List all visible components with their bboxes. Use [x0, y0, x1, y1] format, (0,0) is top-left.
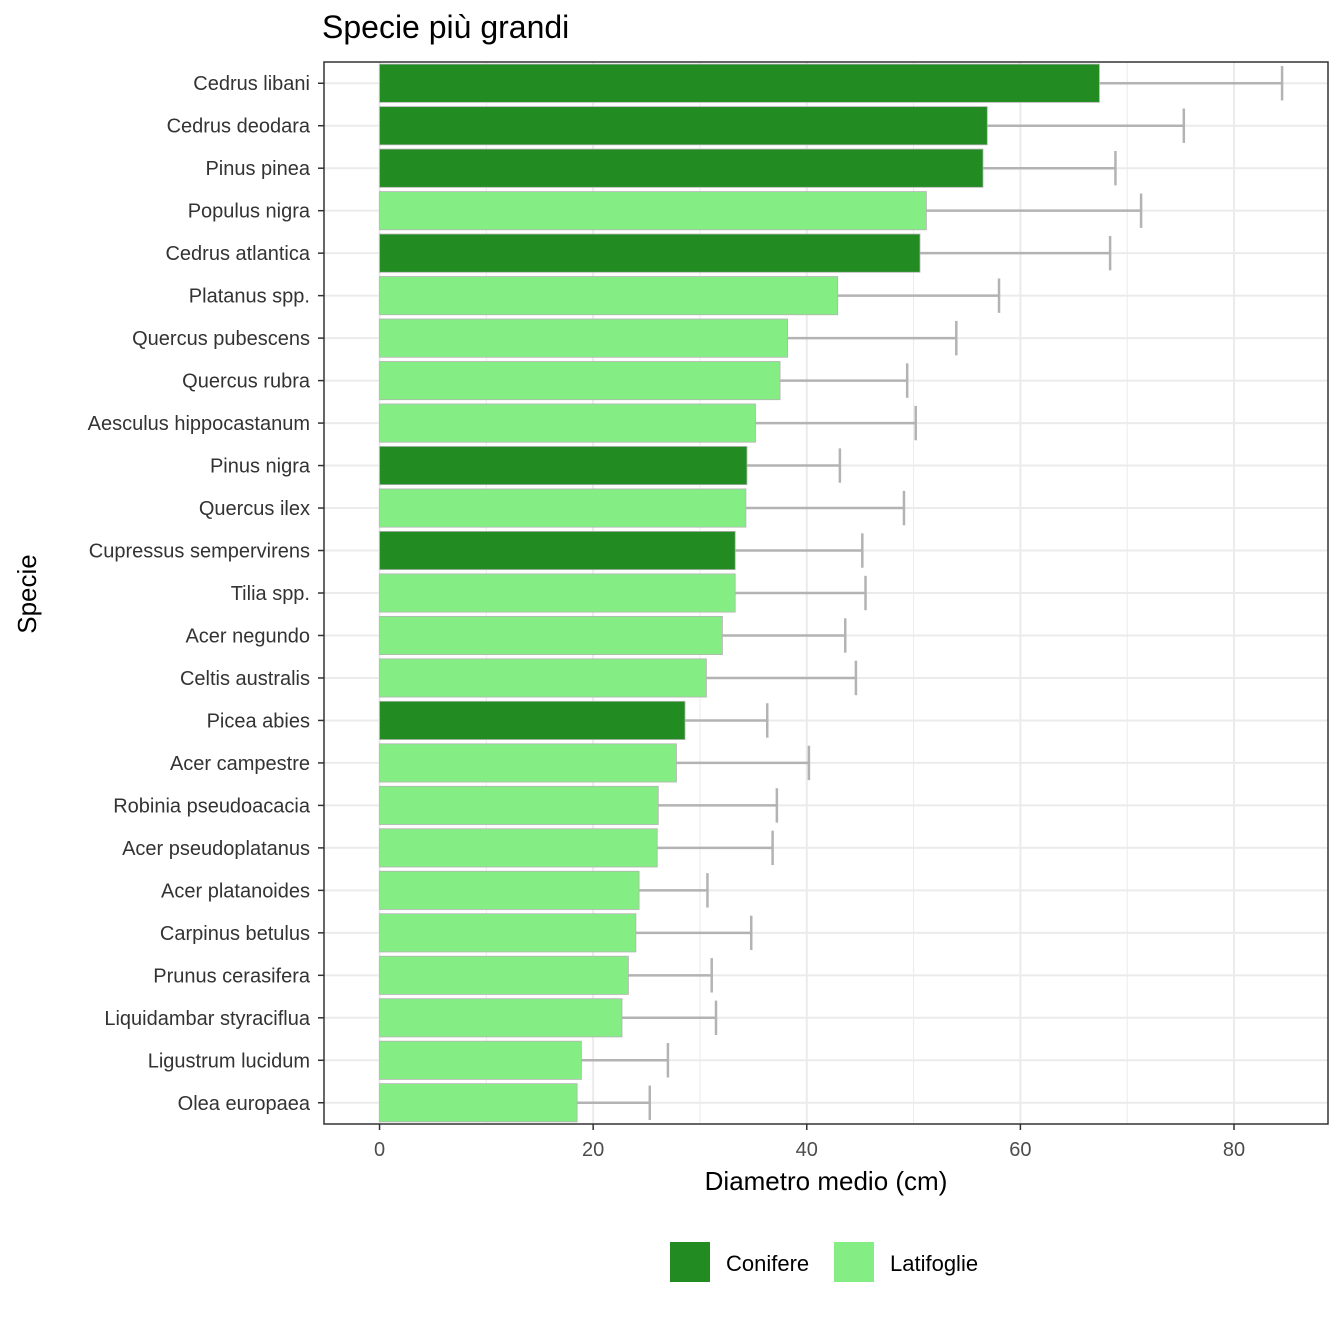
bar: [379, 403, 756, 443]
y-tick-label: Celtis australis: [180, 668, 310, 690]
y-tick-label: Prunus cerasifera: [153, 965, 311, 987]
bar: [379, 700, 686, 740]
bar: [379, 361, 781, 401]
chart-title: Specie più grandi: [322, 9, 569, 45]
bar: [379, 998, 623, 1038]
x-tick-label: 80: [1223, 1139, 1245, 1161]
bar: [379, 913, 637, 953]
y-tick-label: Cupressus sempervirens: [89, 541, 310, 563]
y-tick-label: Quercus pubescens: [132, 328, 310, 350]
y-tick-label: Liquidambar styraciflua: [104, 1008, 311, 1030]
bars: [379, 63, 1100, 1123]
legend: Conifere Latifoglie: [670, 1242, 978, 1282]
y-tick-label: Cedrus atlantica: [165, 243, 310, 265]
bar: [379, 531, 736, 571]
y-tick-label: Populus nigra: [188, 201, 311, 223]
y-axis: Cedrus libani Cedrus deodara Pinus pinea Po…: [88, 73, 324, 1115]
y-tick-label: Cedrus libani: [193, 73, 310, 95]
y-tick-label: Aesculus hippocastanum: [88, 413, 310, 435]
bar: [379, 148, 984, 188]
y-tick-label: Tilia spp.: [231, 583, 310, 605]
y-tick-label: Acer campestre: [170, 753, 310, 775]
bar: [379, 658, 707, 698]
bar: [379, 743, 677, 783]
y-tick-label: Pinus pinea: [205, 158, 310, 180]
x-axis: 0 20 40 60 80: [374, 1124, 1245, 1161]
legend-label: Latifoglie: [890, 1251, 978, 1276]
error-bars: [577, 66, 1284, 1120]
x-axis-title: Diametro medio (cm): [705, 1166, 948, 1196]
bar: [379, 488, 747, 528]
bar: [379, 870, 640, 910]
y-tick-label: Quercus ilex: [199, 498, 310, 520]
y-axis-title: Specie: [12, 554, 42, 634]
bar: [379, 1083, 578, 1123]
x-tick-label: 40: [796, 1139, 818, 1161]
legend-label: Conifere: [726, 1251, 809, 1276]
y-tick-label: Quercus rubra: [182, 371, 311, 393]
y-tick-label: Acer platanoides: [161, 880, 310, 902]
plot-area: [323, 61, 1329, 1125]
bar: [379, 955, 629, 995]
bar: [379, 318, 788, 358]
bar: [379, 276, 839, 316]
legend-swatch: [834, 1242, 874, 1282]
y-tick-label: Ligustrum lucidum: [148, 1050, 310, 1072]
y-tick-label: Pinus nigra: [210, 456, 311, 478]
y-tick-label: Cedrus deodara: [167, 116, 311, 138]
bar: [379, 615, 723, 655]
y-tick-label: Picea abies: [207, 710, 310, 732]
y-tick-label: Platanus spp.: [189, 286, 310, 308]
y-tick-label: Robinia pseudoacacia: [113, 795, 311, 817]
bar: [379, 106, 988, 146]
bar: [379, 233, 921, 273]
x-tick-label: 20: [582, 1139, 604, 1161]
y-tick-label: Carpinus betulus: [160, 923, 310, 945]
y-tick-label: Olea europaea: [178, 1093, 311, 1115]
x-tick-label: 60: [1009, 1139, 1031, 1161]
bar: [379, 446, 748, 486]
bar: [379, 785, 659, 825]
bar: [379, 191, 927, 231]
x-tick-label: 0: [374, 1139, 385, 1161]
bar: [379, 828, 658, 868]
y-tick-label: Acer negundo: [185, 625, 310, 647]
bar: [379, 573, 736, 613]
legend-swatch: [670, 1242, 710, 1282]
bar: [379, 63, 1100, 103]
bar: [379, 1040, 582, 1080]
y-tick-label: Acer pseudoplatanus: [122, 838, 310, 860]
